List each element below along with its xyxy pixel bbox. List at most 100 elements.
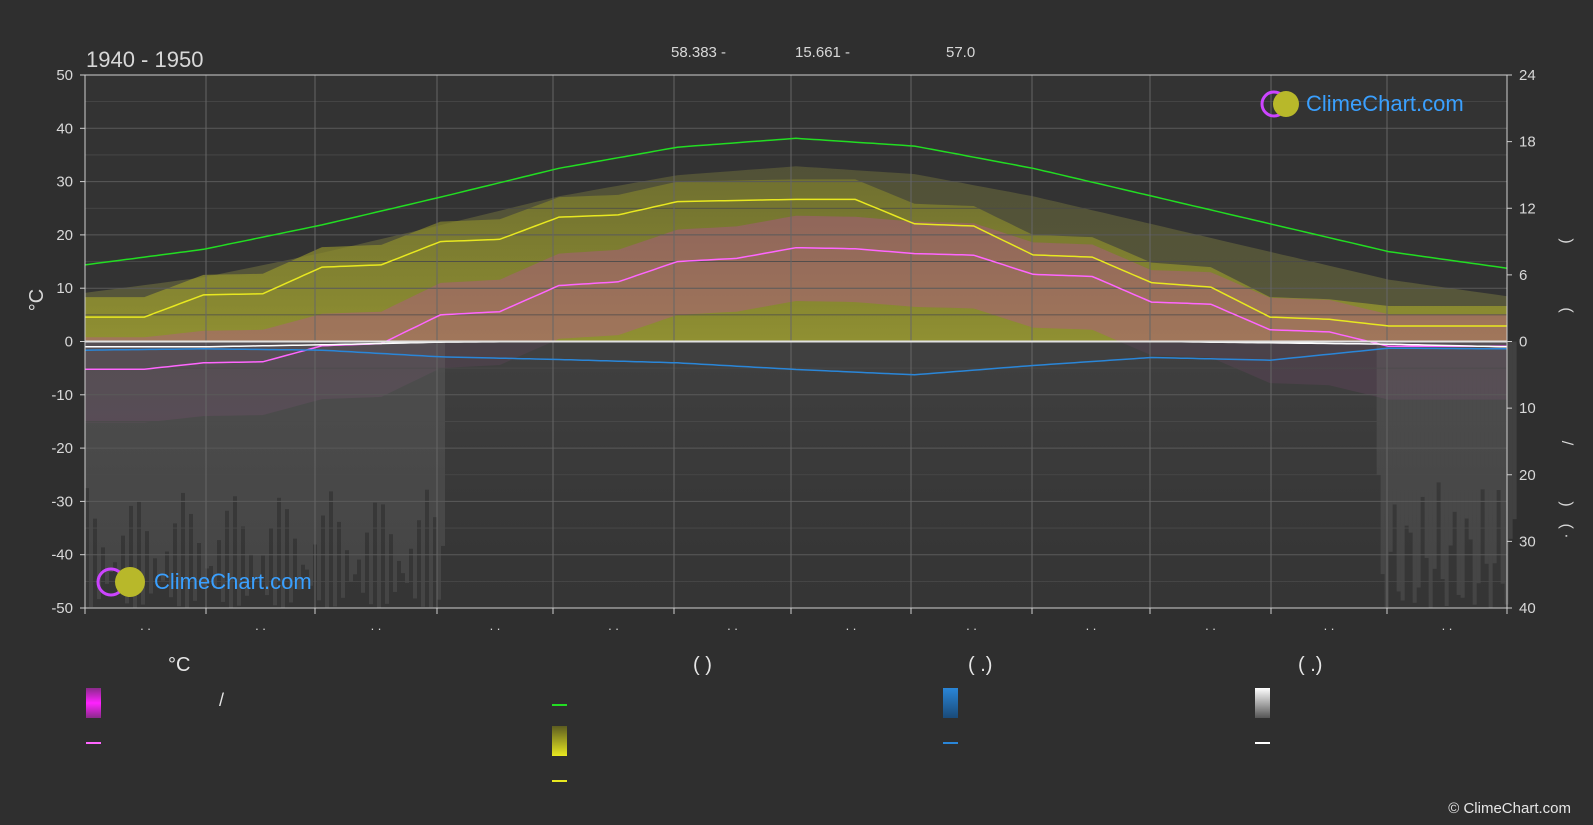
snow-column [1492,341,1497,564]
snow-column [1436,341,1441,483]
snow-column [1388,341,1393,552]
rain-line [84,347,1507,376]
snow-column [245,341,249,596]
snow-column [341,341,345,598]
snow-column [1448,341,1453,546]
legend-sun-header: ( ) [693,654,712,676]
snow-column [117,341,121,592]
snow-column [253,341,257,579]
snow-column [1444,341,1449,607]
snow-column [289,341,293,603]
legend-rain-range-swatch [943,688,958,718]
snow-column [429,341,433,608]
snow-column [273,341,277,606]
snow-column [1512,341,1517,520]
legend-temp-range-separator: / [219,690,225,710]
snow-column [397,341,401,561]
snow-column [277,341,281,498]
snow-column [1440,341,1445,580]
snow-column [1468,341,1473,540]
snow-column [389,341,393,535]
data-bands [85,166,1517,608]
legend-rain-header: ( .) [968,654,993,676]
legend-sunshine-mean-swatch [552,780,567,782]
legend-snow-header: ( .) [1298,654,1323,676]
snow-column [1400,341,1405,601]
snow-column [105,341,109,584]
snow-column [369,341,373,605]
y-left-tick-label: -30 [51,493,73,510]
snow-column [1452,341,1457,512]
snow-column [305,341,309,570]
snow-column [357,341,361,560]
snow-column [237,341,241,606]
snow-column [1460,341,1465,598]
climechart-logo-icon [1260,90,1299,118]
snow-column [153,341,157,559]
snow-column [233,341,237,497]
y-left-tick-label: 30 [56,174,73,191]
snow-column [1496,341,1501,491]
legend-daylight-swatch [552,704,567,706]
snow-column [293,341,297,539]
snow-column [157,341,161,576]
snow-column [145,341,149,532]
snow-column [177,341,181,607]
y-right-axis-label-fragment: ) [1558,238,1575,243]
y-left-tick-label: -20 [51,440,73,457]
snow-column [417,341,421,521]
chart-legend: °C ( ) ( .) ( .) / © ClimeChart.com [0,650,1593,825]
snow-column [221,341,225,602]
y-right-top-tick-label: 18 [1519,134,1536,151]
legend-temp-range-swatch [86,688,101,718]
snow-column [333,341,337,607]
snow-column [173,341,177,524]
snow-column [441,341,445,546]
legend-temp-mean-swatch [86,742,101,744]
snow-column [1432,341,1437,569]
legend-sunshine-range-swatch [552,726,567,756]
snow-column [197,341,201,544]
snow-column [301,341,305,565]
month-tick-label: . . [727,618,738,633]
snow-column [193,341,197,601]
y-right-axis-label-fragment: ( [1558,307,1575,313]
snow-column [365,341,369,533]
snow-column [1404,341,1409,526]
header-longitude: 15.661 - [795,44,850,61]
y-left-axis-label: °C [26,289,48,311]
snow-column [201,341,205,587]
snow-column [297,341,301,590]
snow-column [1472,341,1477,605]
snow-column [373,341,377,503]
snow-column [217,341,221,541]
month-tick-label: . . [371,618,382,633]
snow-column [225,341,229,511]
snow-column [285,341,289,510]
month-tick-label: . . [140,618,151,633]
snow-column [349,341,353,582]
y-left-tick-label: -40 [51,547,73,564]
snow-column [1380,341,1385,575]
y-right-axis-label-fragment: / [1558,441,1575,446]
snow-column [1508,341,1513,539]
legend-snow-range-swatch [1255,688,1270,718]
y-left-tick-label: -10 [51,387,73,404]
snow-column [265,341,269,596]
y-right-bottom-tick-label: 10 [1519,400,1536,417]
brand-logo-bottom: ClimeChart.com [96,565,312,599]
snow-column [241,341,245,527]
month-tick-label: . . [1086,618,1097,633]
axes: 50 40 30 20 10 0 -10 -20 -30 -40 -50 24 18 12 6 0 10 20 30… [51,67,1575,633]
snow-column [85,341,89,489]
snow-column [437,341,441,600]
sunshine-band [85,179,1507,342]
snow-column [129,341,133,506]
sunshine-line [85,198,1507,327]
snow-column [1464,341,1469,519]
y-right-top-tick-label: 24 [1519,67,1536,84]
snow-column [381,341,385,505]
snow-column [421,341,425,607]
snow-column [161,341,165,581]
snow-column [1392,341,1397,505]
